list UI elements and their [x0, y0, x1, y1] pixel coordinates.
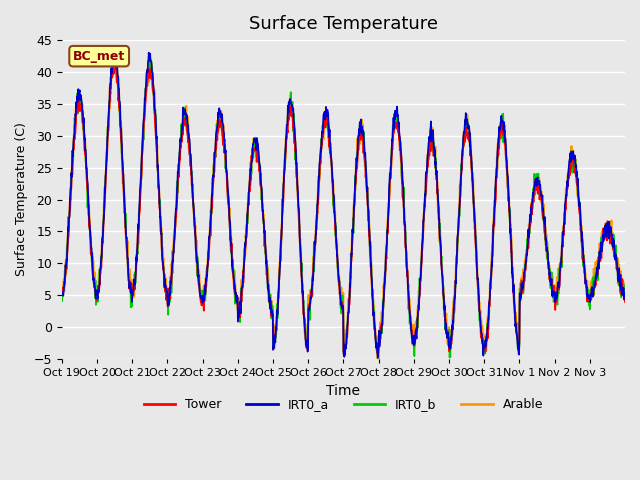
X-axis label: Time: Time	[326, 384, 360, 397]
Legend: Tower, IRT0_a, IRT0_b, Arable: Tower, IRT0_a, IRT0_b, Arable	[139, 394, 548, 417]
Y-axis label: Surface Temperature (C): Surface Temperature (C)	[15, 122, 28, 276]
Title: Surface Temperature: Surface Temperature	[249, 15, 438, 33]
Text: BC_met: BC_met	[73, 49, 125, 63]
